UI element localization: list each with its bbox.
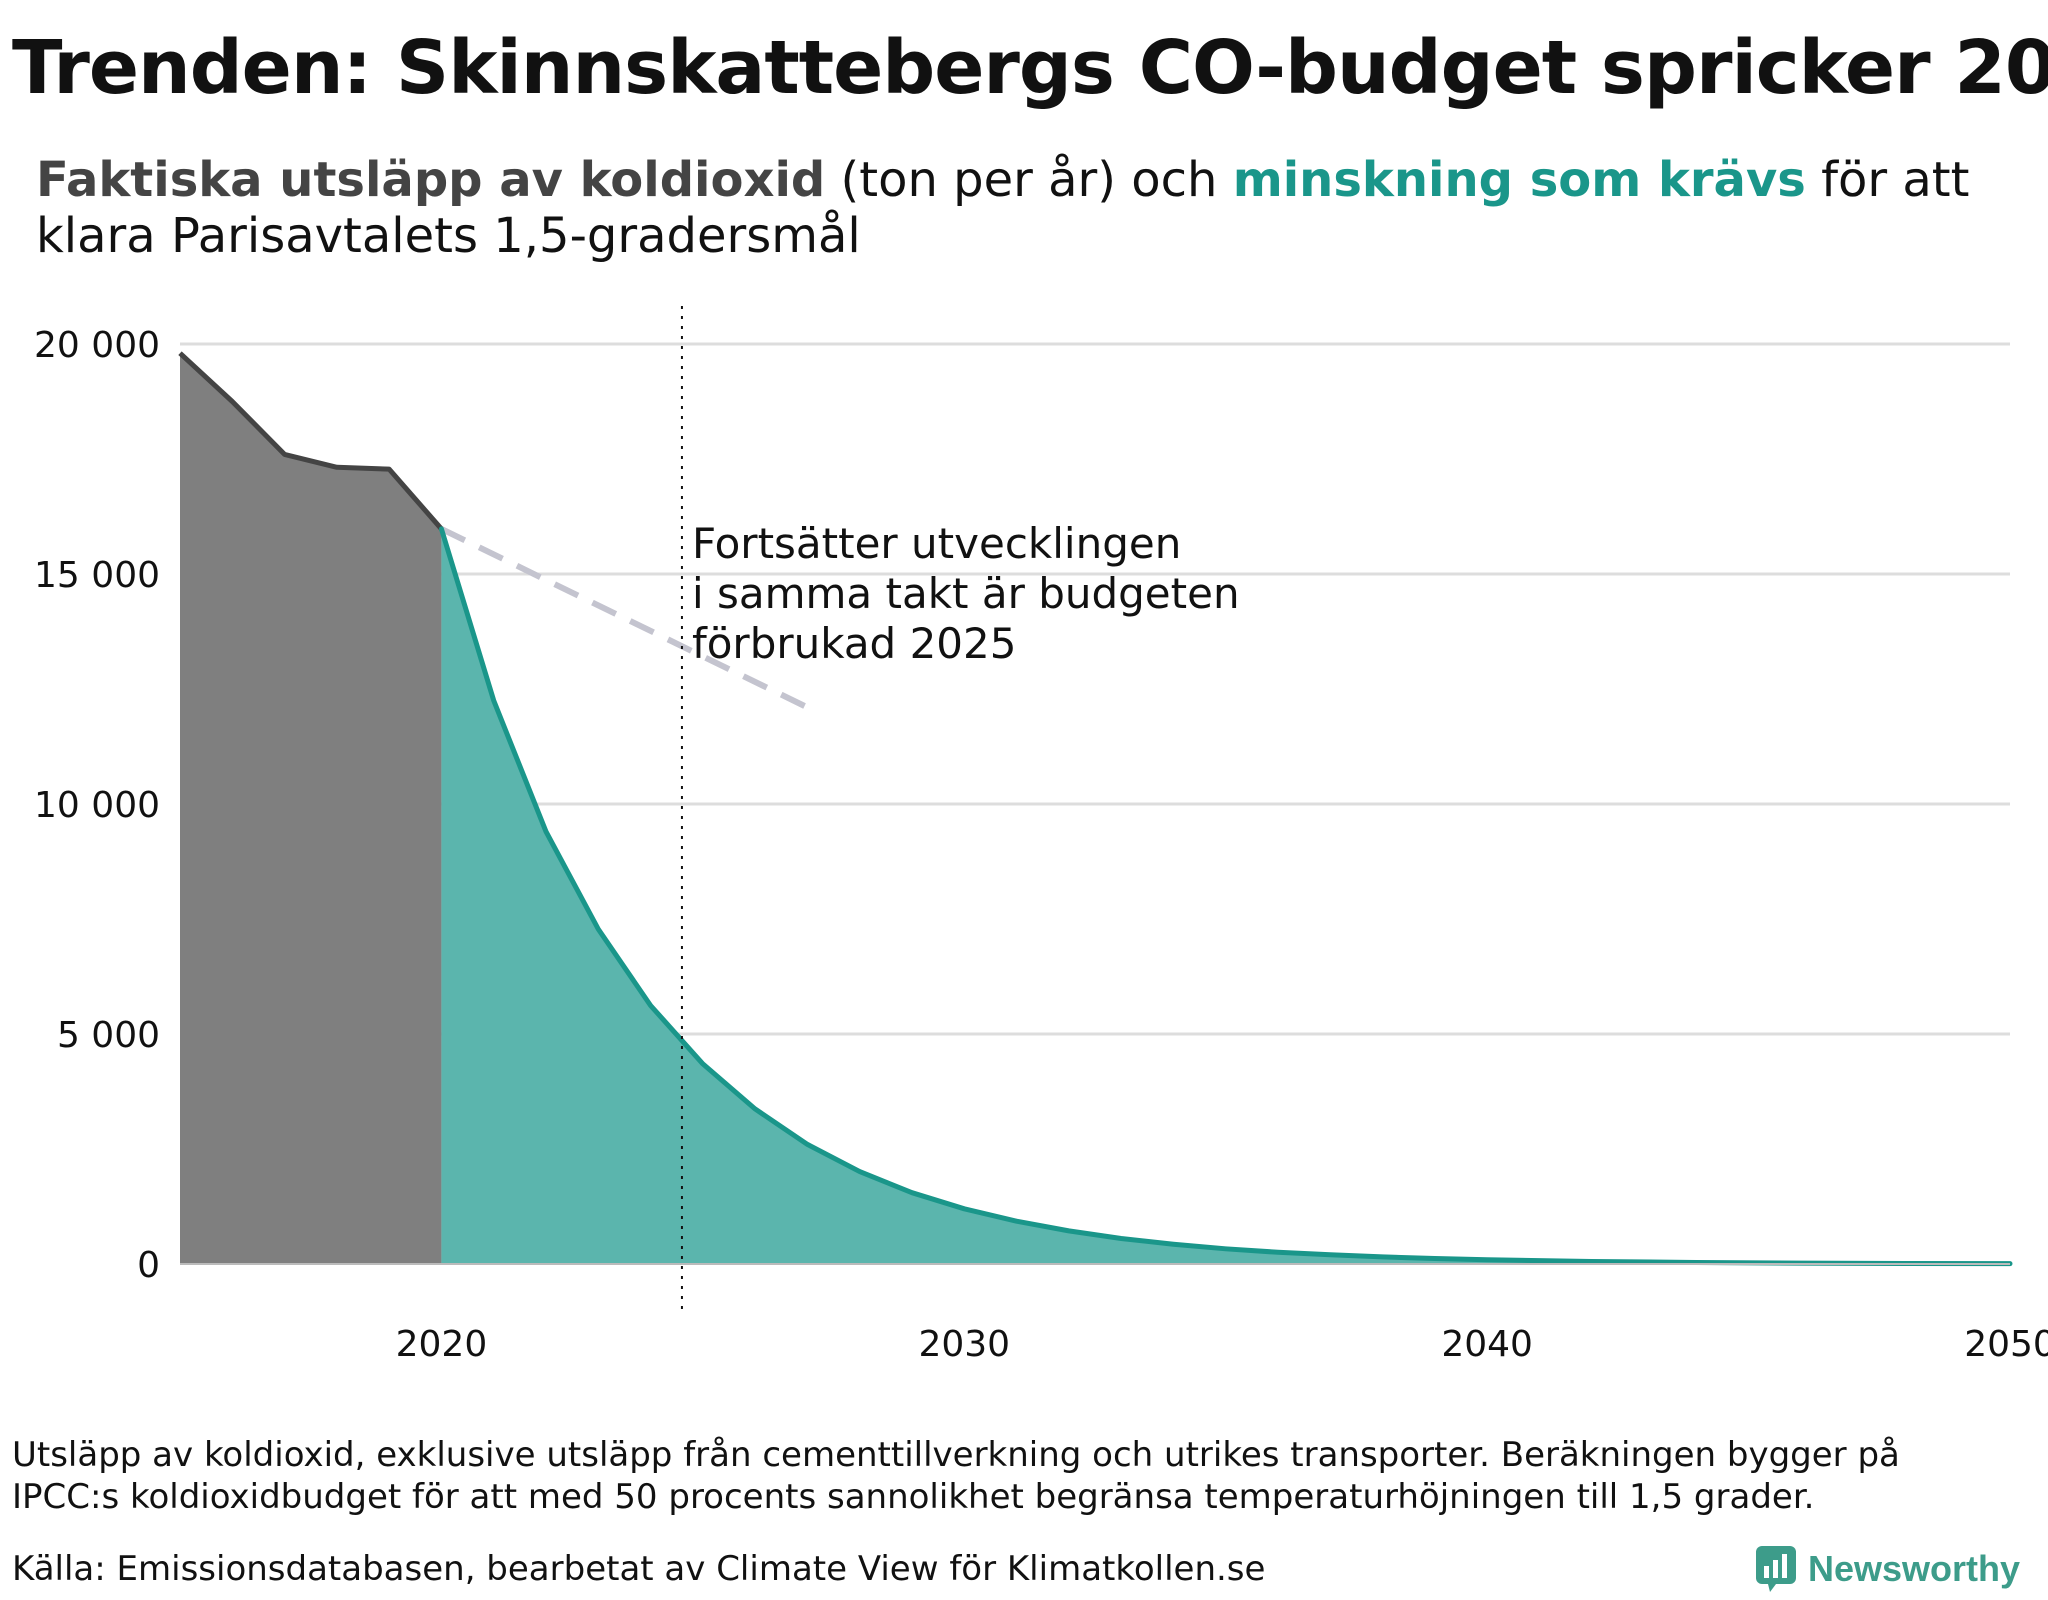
required-reduction-line (438, 526, 2013, 1267)
y-tick-label: 5 000 (57, 1015, 160, 1056)
y-tick-label: 15 000 (34, 555, 160, 596)
subtitle-reduction: minskning som krävs (1232, 152, 1806, 208)
y-tick-label: 10 000 (34, 785, 160, 826)
required-reduction-area (441, 528, 2010, 1264)
y-axis: 0 5 000 10 000 15 000 20 000 (34, 325, 160, 1286)
chart-area: 0 5 000 10 000 15 000 20 000 2020 2030 2040 205… (34, 306, 2048, 1365)
footnote: Utsläpp av koldioxid, exklusive utsläpp … (12, 1435, 1900, 1517)
annotation-line: i samma takt är budgeten (692, 569, 1240, 618)
brand-name: Newsworthy (1807, 1548, 2020, 1589)
chart-subtitle: Faktiska utsläpp av koldioxid (ton per å… (36, 152, 2026, 264)
actual-emissions-line (178, 351, 444, 531)
data-lines (178, 351, 2013, 1267)
data-areas (180, 353, 2010, 1264)
annotation-line: Fortsätter utvecklingen (692, 519, 1181, 568)
newsworthy-logo-icon (1755, 1546, 1796, 1592)
subtitle-emissions: Faktiska utsläpp av koldioxid (36, 152, 826, 208)
subtitle-goal: för att klara Parisavtalets 1,5-gradersm… (36, 152, 1970, 264)
y-tick-label: 0 (137, 1245, 160, 1286)
subtitle-unit: (ton per år) och (825, 152, 1233, 208)
x-tick-label: 2050 (1964, 1324, 2048, 1365)
actual-emissions-area (180, 353, 442, 1264)
annotation-text: Fortsätter utvecklingen i samma takt är b… (692, 519, 1240, 668)
annotation-line: förbrukad 2025 (692, 619, 1017, 668)
chart-title: Trenden: Skinnskattebergs CO-budget spri… (12, 25, 2048, 111)
x-tick-label: 2030 (918, 1324, 1010, 1365)
x-tick-label: 2020 (396, 1324, 488, 1365)
x-axis: 2020 2030 2040 2050 (396, 1324, 2048, 1365)
brand-logo[interactable]: Newsworthy (1754, 1544, 2020, 1594)
trend-projection-line (440, 526, 809, 711)
source-text: Källa: Emissionsdatabasen, bearbetat av … (12, 1549, 1266, 1589)
x-tick-label: 2040 (1441, 1324, 1533, 1365)
y-tick-label: 20 000 (34, 325, 160, 366)
